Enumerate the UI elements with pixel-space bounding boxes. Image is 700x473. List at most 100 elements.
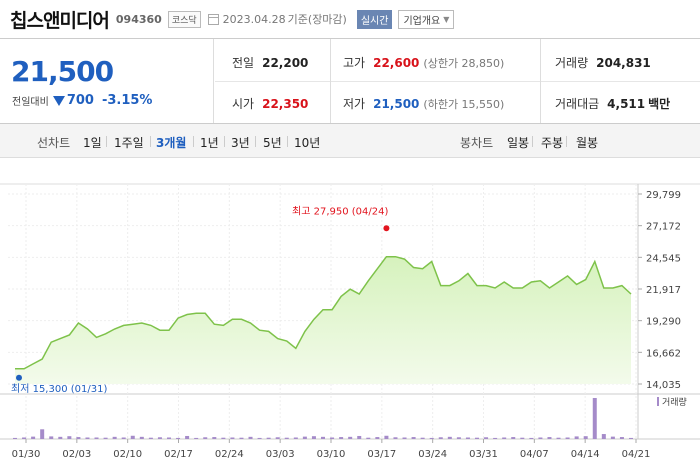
- volume-bar: [583, 436, 588, 439]
- volume-legend-label: 거래량: [662, 396, 687, 408]
- y-tick-label: 29,799: [646, 190, 681, 201]
- tab-5y[interactable]: 5년: [263, 136, 282, 150]
- prev-close-label: 전일: [232, 56, 255, 70]
- y-tick-label: 24,545: [646, 253, 681, 264]
- x-tick-label: 02/24: [215, 449, 244, 460]
- column-divider: [540, 39, 541, 123]
- tab-1y[interactable]: 1년: [200, 136, 219, 150]
- volume-bar: [456, 437, 461, 439]
- tab-divider: [566, 136, 567, 147]
- corp-info-dropdown[interactable]: 기업개요 ▼: [398, 9, 455, 29]
- volume-bar: [212, 437, 217, 439]
- change-amount: 700: [66, 93, 94, 108]
- tab-1d[interactable]: 1일: [83, 136, 102, 150]
- stock-header: 칩스앤미디어 094360 코스닥 2023.04.28 기준(장마감) 실시간…: [0, 0, 700, 38]
- amount-label: 거래대금: [555, 97, 600, 111]
- volume-bar: [330, 437, 335, 439]
- realtime-button[interactable]: 실시간: [356, 9, 393, 29]
- y-tick-label: 21,917: [646, 285, 681, 296]
- volume-bar: [547, 437, 552, 439]
- chart-canvas: 29,799 27,172 24,545 21,917 19,290 16,662 14,0…: [0, 183, 700, 460]
- y-tick-label: 19,290: [646, 317, 681, 328]
- tab-divider: [150, 136, 151, 147]
- tab-10y[interactable]: 10년: [294, 136, 321, 150]
- volume-bar: [148, 437, 153, 439]
- high-label: 고가: [343, 56, 366, 70]
- lower-limit: (하한가 15,550): [423, 98, 505, 111]
- chart-period-tabs: 선차트 1일 1주일 3개월 1년 3년 5년 10년 봉차트 일봉 주봉 월봉: [0, 124, 700, 158]
- volume-bar: [366, 437, 371, 439]
- volume-label: 거래량: [555, 56, 589, 70]
- volume-bar: [629, 437, 633, 439]
- candle-chart-label: 봉차트: [460, 136, 494, 150]
- change-label: 전일대비: [12, 97, 49, 108]
- open-value: 22,350: [262, 97, 309, 111]
- max-marker: [383, 225, 390, 232]
- volume-bar: [275, 437, 280, 439]
- x-tick-label: 03/17: [367, 449, 396, 460]
- high-value: 22,600: [373, 56, 420, 70]
- volume-bar: [411, 437, 416, 439]
- volume-bar: [22, 437, 27, 439]
- volume-bar: [103, 437, 108, 439]
- x-axis: 01/30 02/03 02/10 02/17 02/24 03/03 03/10 03/17…: [12, 439, 650, 460]
- volume-bar: [257, 437, 262, 439]
- x-tick-label: 03/03: [266, 449, 295, 460]
- volume-bar: [538, 437, 543, 439]
- current-price-panel: 21,500 전일대비 700 -3.15%: [0, 39, 214, 123]
- volume-bar: [40, 429, 45, 439]
- volume-bar: [402, 437, 407, 439]
- min-label: 최저 15,300 (01/31): [11, 383, 107, 395]
- chevron-down-icon: ▼: [443, 14, 450, 24]
- tab-weekly[interactable]: 주봉: [541, 136, 564, 150]
- volume-bar: [248, 436, 253, 439]
- volume-bar: [293, 437, 298, 439]
- volume-bar: [393, 437, 398, 439]
- volume-bar: [76, 437, 81, 439]
- volume-bar: [420, 437, 425, 439]
- company-name[interactable]: 칩스앤미디어: [10, 9, 110, 32]
- tab-daily[interactable]: 일봉: [507, 136, 530, 150]
- volume-bar: [357, 435, 362, 439]
- tab-3m[interactable]: 3개월: [156, 136, 187, 150]
- max-label: 최고 27,950 (04/24): [292, 205, 388, 217]
- price-summary: 21,500 전일대비 700 -3.15% 전일 22,200 고가 22,6…: [0, 38, 700, 124]
- volume-bars: 거래량: [13, 396, 687, 439]
- tab-monthly[interactable]: 월봉: [576, 136, 599, 150]
- volume-bar: [130, 435, 135, 439]
- volume-bar: [511, 437, 516, 439]
- volume-bar: [592, 398, 597, 439]
- volume-bar: [484, 437, 489, 439]
- volume-bar: [375, 437, 380, 439]
- volume-bar: [94, 437, 99, 439]
- x-tick-label: 02/03: [62, 449, 91, 460]
- volume-bar: [574, 436, 579, 439]
- volume-bar: [384, 435, 389, 439]
- volume: 거래량 204,831: [555, 54, 651, 71]
- tab-divider: [193, 136, 194, 147]
- x-tick-label: 03/31: [469, 449, 498, 460]
- volume-bar: [529, 437, 534, 439]
- tab-divider: [287, 136, 288, 147]
- volume-bar: [556, 437, 561, 439]
- tab-1w[interactable]: 1주일: [114, 136, 144, 150]
- volume-bar: [601, 434, 606, 439]
- down-triangle-icon: [52, 95, 65, 106]
- volume-bar: [438, 437, 443, 439]
- amount-value: 4,511: [607, 97, 646, 111]
- price-fill: [15, 256, 631, 384]
- volume-bar: [502, 437, 507, 439]
- low-price: 저가 21,500 (하한가 15,550): [343, 95, 504, 112]
- y-tick-label: 16,662: [646, 348, 681, 359]
- volume-bar: [203, 437, 208, 439]
- volume-bar: [565, 437, 570, 439]
- tab-divider: [224, 136, 225, 147]
- tab-divider: [106, 136, 107, 147]
- tab-3y[interactable]: 3년: [231, 136, 250, 150]
- volume-bar: [58, 436, 63, 439]
- y-tick-label: 27,172: [646, 222, 681, 233]
- volume-bar: [157, 437, 162, 439]
- volume-bar: [121, 437, 126, 439]
- price-chart[interactable]: 29,799 27,172 24,545 21,917 19,290 16,662 14,0…: [0, 158, 700, 469]
- x-tick-label: 04/14: [571, 449, 600, 460]
